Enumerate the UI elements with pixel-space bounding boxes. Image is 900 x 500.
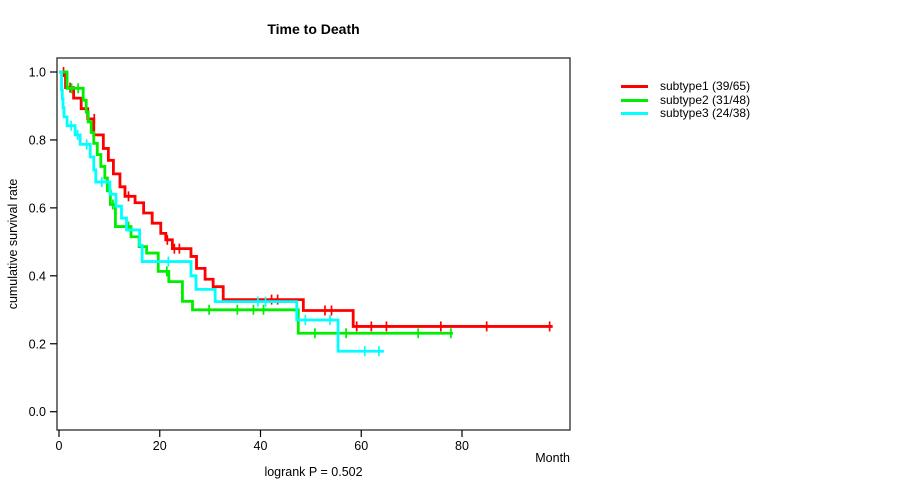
legend-line-subtype1 — [621, 85, 648, 89]
x-tick-label: 80 — [455, 439, 469, 453]
chart-title: Time to Death — [267, 21, 360, 37]
y-tick-label: 0.6 — [29, 201, 46, 215]
legend-label-subtype2: subtype2 (31/48) — [660, 92, 751, 107]
y-tick-label: 0.0 — [29, 405, 46, 419]
legend-label-subtype1: subtype1 (39/65) — [660, 79, 751, 94]
legend-item-subtype1: subtype1 (39/65) — [621, 80, 750, 93]
y-axis-title: cumulative survival rate — [6, 178, 20, 310]
plot-frame — [56, 57, 571, 431]
legend: subtype1 (39/65) subtype2 (31/48) subtyp… — [621, 80, 750, 120]
survival-curve-subtype3 — [59, 70, 384, 353]
x-tick-label: 20 — [153, 439, 167, 453]
logrank-pvalue: logrank P = 0.502 — [264, 465, 363, 479]
y-tick-label: 0.2 — [29, 337, 46, 351]
x-tick-label: 60 — [354, 439, 368, 453]
legend-item-subtype3: subtype3 (24/38) — [621, 105, 751, 120]
y-tick-label: 1.0 — [29, 66, 46, 80]
x-tick-label: 40 — [254, 439, 268, 453]
x-tick-label: 0 — [56, 439, 63, 453]
legend-line-subtype3 — [621, 111, 648, 115]
legend-label-subtype3: subtype3 (24/38) — [660, 105, 751, 120]
y-tick-label: 0.8 — [29, 133, 46, 147]
legend-line-subtype2 — [621, 98, 648, 102]
survival-curve-subtype2 — [59, 70, 453, 335]
legend-item-subtype2: subtype2 (31/48) — [621, 93, 750, 106]
y-tick-label: 0.4 — [29, 269, 46, 283]
survival-curve-subtype1 — [59, 70, 553, 328]
x-axis-title: Month — [535, 451, 570, 465]
